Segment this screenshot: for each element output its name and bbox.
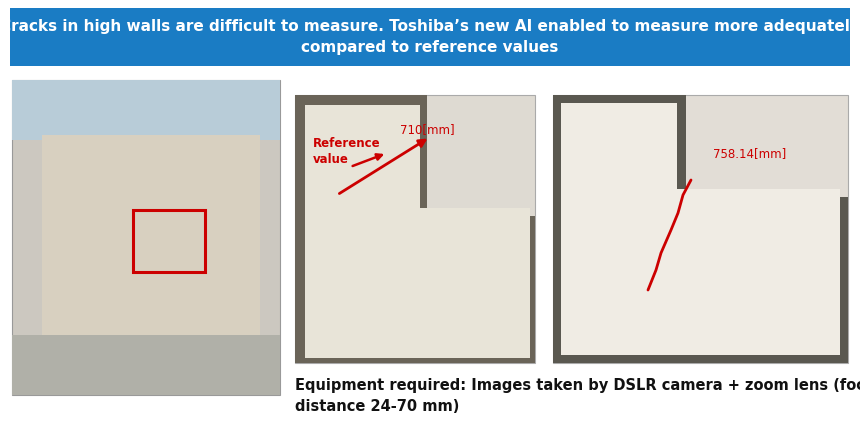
Polygon shape (295, 95, 535, 363)
Text: Reference
value: Reference value (313, 137, 381, 166)
Text: 758.14[mm]: 758.14[mm] (713, 147, 786, 160)
Text: Equipment required: Images taken by DSLR camera + zoom lens (focal
distance 24-7: Equipment required: Images taken by DSLR… (295, 378, 860, 414)
Text: Cracks in high walls are difficult to measure. Toshiba’s new AI enabled to measu: Cracks in high walls are difficult to me… (0, 19, 860, 55)
Bar (10, 8, 850, 66)
Bar (42, 135, 260, 370)
Bar (12, 335, 280, 395)
Polygon shape (553, 95, 848, 363)
Bar (553, 95, 848, 363)
Bar (133, 210, 205, 272)
Text: 710[mm]: 710[mm] (400, 123, 455, 136)
Bar (12, 80, 280, 140)
Polygon shape (561, 103, 840, 355)
Bar (295, 95, 535, 363)
Bar (12, 80, 280, 395)
Polygon shape (305, 105, 530, 358)
